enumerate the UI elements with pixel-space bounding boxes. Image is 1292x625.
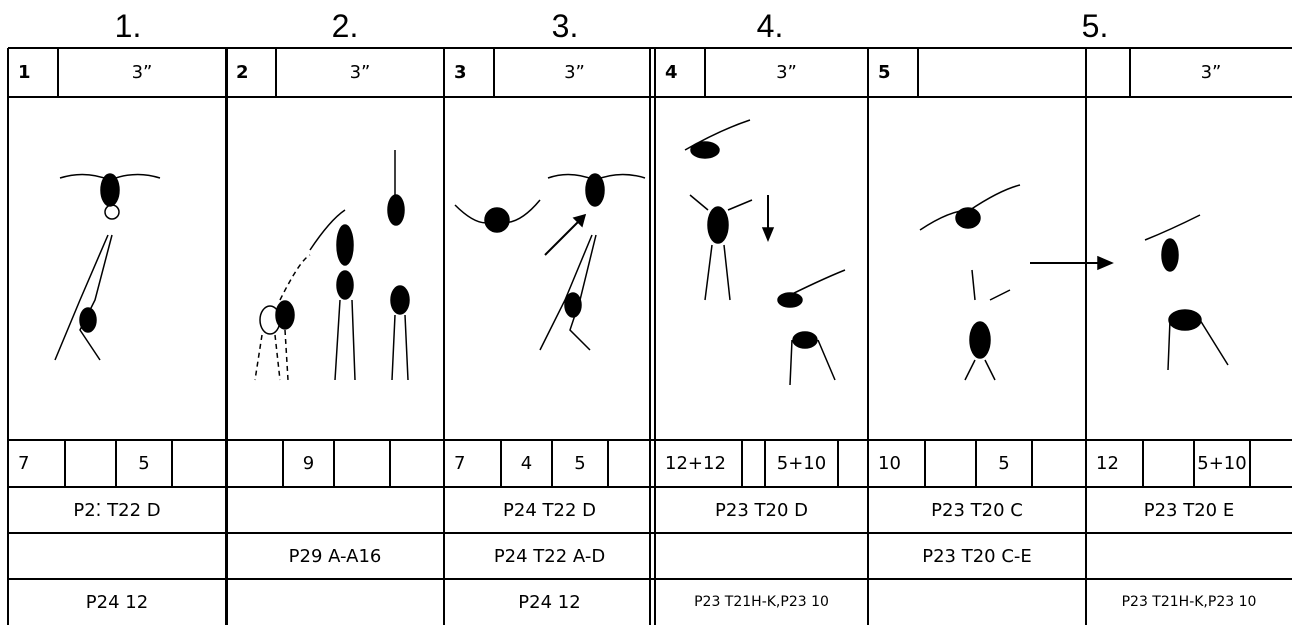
step-number: 2	[236, 62, 249, 83]
reference: P29 A-A16	[288, 545, 382, 567]
score: 12+12	[665, 453, 726, 474]
reference: P2⁚ T22 D	[73, 499, 161, 521]
cell-line	[282, 440, 284, 487]
cell-line	[764, 440, 766, 487]
reference: P23 T20 E	[1143, 499, 1235, 521]
cell-line	[551, 440, 553, 487]
reference: P23 T21H-K,P23 10	[1121, 594, 1257, 610]
cell-line	[1249, 440, 1251, 487]
reference: P23 T21H-K,P23 10	[694, 594, 829, 610]
column-heading: 2.	[331, 8, 359, 44]
reference: P24 T22 A-D	[493, 545, 606, 567]
figure	[684, 119, 846, 386]
reference: P24 T22 D	[503, 499, 596, 521]
cell-line	[1129, 48, 1131, 97]
cell-line	[837, 440, 839, 487]
score: 5+10	[776, 453, 827, 474]
cell-line	[1142, 440, 1144, 487]
step-number: 1	[18, 62, 31, 83]
step-time: 3”	[564, 62, 585, 83]
cell-line	[389, 440, 391, 487]
step-time: 3”	[349, 62, 371, 83]
score: 12	[1096, 453, 1119, 474]
step-number: 5	[878, 62, 891, 83]
cell-line	[493, 48, 495, 97]
score: 7	[18, 453, 30, 474]
cell-line	[975, 440, 977, 487]
cell-line	[1193, 440, 1195, 487]
score: 9	[302, 453, 315, 474]
cell-line	[500, 440, 502, 487]
cell-line	[64, 440, 66, 487]
figure	[254, 150, 410, 381]
column-line	[1085, 48, 1087, 625]
reference: P23 T20 C	[931, 499, 1023, 521]
column-line	[649, 48, 651, 625]
cell-line	[171, 440, 173, 487]
reference: P24 12	[85, 591, 149, 613]
cell-line	[917, 48, 919, 97]
cell-line	[275, 48, 277, 97]
score: 5	[138, 453, 150, 474]
column-heading: 3.	[551, 8, 579, 44]
step-number: 4	[665, 62, 678, 83]
figure	[1144, 214, 1229, 371]
column-line	[443, 48, 445, 625]
column-line	[7, 48, 9, 625]
column-heading: 4.	[756, 8, 784, 44]
reference: P24 12	[518, 591, 581, 613]
step-time: 3”	[776, 62, 797, 83]
score: 4	[520, 453, 533, 474]
column-line	[225, 48, 228, 625]
score: 5	[574, 453, 586, 474]
cell-line	[924, 440, 926, 487]
score: 5	[998, 453, 1010, 474]
column-line	[867, 48, 869, 625]
cell-line	[704, 48, 706, 97]
step-time: 3”	[1200, 62, 1222, 83]
cell-line	[607, 440, 609, 487]
figure	[919, 184, 1114, 381]
step-time: 3”	[131, 62, 153, 83]
cell-line	[57, 48, 59, 97]
column-line	[654, 48, 656, 625]
cell-line	[741, 440, 743, 487]
reference: P23 T20 D	[715, 499, 808, 521]
figure	[54, 173, 161, 361]
cell-line	[1031, 440, 1033, 487]
score: 5+10	[1197, 453, 1247, 474]
column-heading: 1.	[114, 8, 142, 44]
cell-line	[333, 440, 335, 487]
score: 7	[454, 453, 466, 474]
column-heading: 5.	[1081, 8, 1109, 44]
reference: P23 T20 C-E	[922, 545, 1032, 567]
score: 10	[878, 453, 901, 474]
step-number: 3	[454, 62, 467, 83]
cell-line	[115, 440, 117, 487]
figure	[454, 173, 646, 351]
